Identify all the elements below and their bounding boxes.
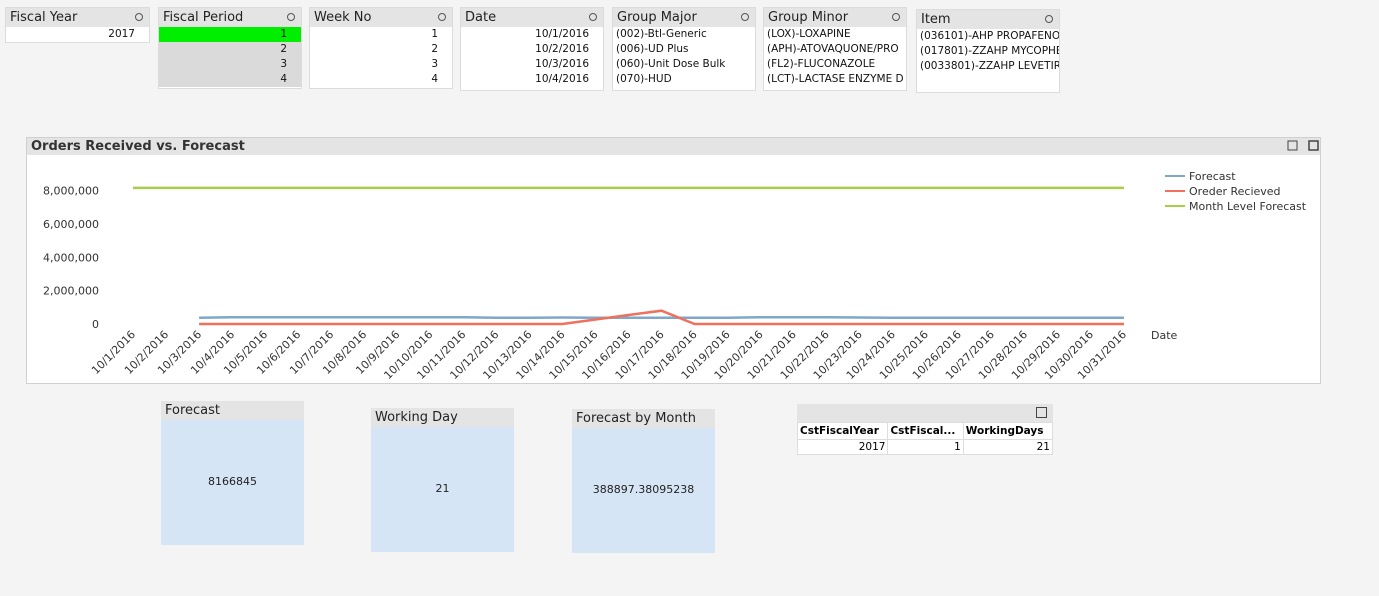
max-button[interactable] (1036, 407, 1047, 418)
listbox-item[interactable]: 3 (159, 57, 301, 72)
series-line (199, 309, 1124, 326)
listbox-item[interactable]: (LCT)-LACTASE ENZYME D (767, 73, 904, 85)
column-header[interactable]: CstFiscalYear (796, 422, 889, 440)
listbox-item[interactable]: 1 (431, 28, 438, 40)
kpi-value: 388897.38095238 (592, 483, 695, 496)
legend-label: Month Level Forecast (1189, 200, 1307, 213)
table-cell: 21 (962, 439, 1054, 455)
chart-caption (27, 138, 1320, 155)
listbox: Item (036101)-AHP PROPAFENO (017801)-ZZAHP… (916, 9, 1060, 93)
chart-frame (26, 137, 1321, 384)
table-cell: 2017 (796, 439, 889, 455)
kpi-title: Forecast (161, 401, 304, 420)
legend-label: Forecast (1189, 170, 1236, 183)
kpi-title: Working Day (371, 408, 514, 427)
y-tick-label: 6,000,000 (43, 218, 99, 231)
listbox: Date 10/1/2016 10/2/2016 10/3/2016 10/4/2016 (460, 7, 604, 91)
kpi-value: 21 (435, 482, 450, 495)
chart: Orders Received vs. Forecast Date 0 2,000… (26, 137, 1321, 384)
chart-title: Orders Received vs. Forecast (31, 139, 245, 154)
kpi-title: Forecast by Month (572, 409, 715, 428)
listbox-item[interactable]: 10/4/2016 (535, 73, 589, 85)
listbox-item[interactable]: (APH)-ATOVAQUONE/PRO (767, 43, 899, 55)
listbox-item[interactable]: (036101)-AHP PROPAFENO (920, 30, 1059, 42)
listbox: Group Major (002)-Btl-Generic (006)-UD Plu… (612, 7, 756, 91)
listbox-title: Group Major (613, 8, 755, 27)
table-box: CstFiscalYear CstFiscal... WorkingDays 2017… (796, 404, 1054, 455)
listbox-item[interactable]: (0033801)-ZZAHP LEVETIR (920, 60, 1059, 72)
listbox-item[interactable]: 10/3/2016 (535, 58, 589, 70)
y-tick-label: 0 (92, 318, 99, 331)
min-button[interactable] (1287, 140, 1298, 151)
listbox-item[interactable]: (002)-Btl-Generic (616, 28, 707, 40)
listbox: Fiscal Period 1 2 3 4 (158, 7, 302, 89)
listbox-item[interactable]: 2 (159, 42, 301, 57)
listbox: Group Minor (LOX)-LOXAPINE (APH)-ATOVAQUON… (763, 7, 907, 91)
max-button[interactable] (1308, 140, 1319, 151)
series-line (199, 315, 1124, 320)
listbox-item[interactable]: (070)-HUD (616, 73, 672, 85)
table-row: 2017 1 21 (796, 439, 1054, 455)
listbox-title: Fiscal Period (159, 8, 301, 27)
listbox-item[interactable]: 4 (159, 72, 301, 87)
listbox-item[interactable]: 3 (431, 58, 438, 70)
listbox-title: Group Minor (764, 8, 906, 27)
table-cell: 1 (887, 439, 964, 455)
table-caption (797, 404, 1053, 422)
kpi-value: 8166845 (208, 475, 257, 488)
listbox-item[interactable]: 4 (431, 73, 438, 85)
kpi-box: Forecast by Month 388897.38095238 (572, 409, 715, 553)
listbox-title: Week No (310, 8, 452, 27)
listbox-title: Date (461, 8, 603, 27)
listbox-item[interactable]: (LOX)-LOXAPINE (767, 28, 851, 40)
kpi-box: Forecast 8166845 (161, 401, 304, 545)
y-tick-label: 4,000,000 (43, 251, 99, 264)
x-axis-title: Date (1151, 329, 1178, 342)
listbox-item[interactable]: 10/1/2016 (535, 28, 589, 40)
y-tick-label: 2,000,000 (43, 285, 99, 298)
listbox-item[interactable]: 1 (159, 27, 301, 42)
y-tick-label: 8,000,000 (43, 185, 99, 198)
listbox-item[interactable]: (FL2)-FLUCONAZOLE (767, 58, 876, 70)
legend-label: Oreder Recieved (1189, 185, 1281, 198)
listbox: Week No 1 2 3 4 (309, 7, 453, 89)
listbox-item[interactable]: 10/2/2016 (535, 43, 589, 55)
listbox-title: Fiscal Year (6, 8, 149, 27)
column-header[interactable]: WorkingDays (962, 422, 1054, 440)
listbox-item[interactable]: 2017 (108, 28, 135, 40)
listbox-item[interactable]: (060)-Unit Dose Bulk (616, 58, 726, 70)
kpi-box: Working Day 21 (371, 408, 514, 552)
table: CstFiscalYear CstFiscal... WorkingDays 2017… (796, 422, 1054, 455)
listbox-item[interactable]: (006)-UD Plus (616, 43, 689, 55)
listbox-item[interactable]: 2 (431, 43, 438, 55)
column-header[interactable]: CstFiscal... (887, 422, 964, 440)
listbox-item[interactable]: (017801)-ZZAHP MYCOPHE (920, 45, 1059, 57)
listbox-title: Item (917, 10, 1059, 29)
listbox: Fiscal Year 2017 (5, 7, 150, 43)
